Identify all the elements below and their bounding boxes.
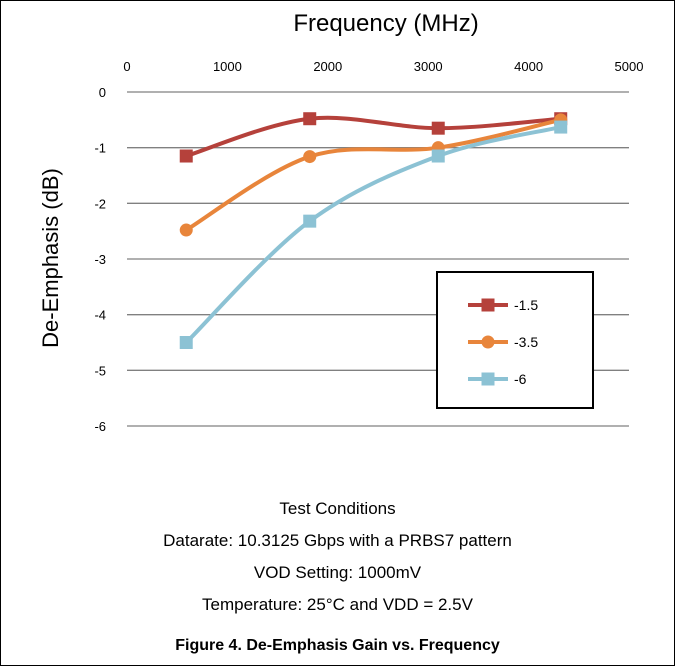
series-line <box>184 125 562 344</box>
y-tick-label: 0 <box>99 85 106 100</box>
y-tick-label: -5 <box>94 363 106 378</box>
y-tick-label: -6 <box>94 419 106 434</box>
x-tick-label: 4000 <box>514 59 543 74</box>
test-conditions-datarate: Datarate: 10.3125 Gbps with a PRBS7 patt… <box>163 531 512 550</box>
series-15 <box>179 112 568 163</box>
x-tick-label: 3000 <box>414 59 443 74</box>
test-conditions-vod: VOD Setting: 1000mV <box>253 563 422 582</box>
legend-box <box>436 271 594 409</box>
line-chart: Frequency (MHz) De-Emphasis (dB) 0 1000 20… <box>38 10 643 434</box>
data-point <box>179 149 193 163</box>
legend-label: -3.5 <box>514 334 538 350</box>
y-tick-label: -4 <box>94 308 106 323</box>
legend-label: -6 <box>514 371 527 387</box>
x-tick-label: 2000 <box>313 59 342 74</box>
data-series <box>179 112 568 349</box>
series-35 <box>179 113 568 237</box>
data-point <box>303 214 317 228</box>
test-conditions-heading: Test Conditions <box>279 499 396 518</box>
legend-marker <box>481 298 495 312</box>
y-tick-label: -3 <box>94 252 106 267</box>
y-axis-label: De-Emphasis (dB) <box>38 168 63 348</box>
x-tick-label: 0 <box>123 59 130 74</box>
data-point <box>303 112 317 126</box>
data-point <box>179 223 193 237</box>
x-tick-label: 5000 <box>615 59 644 74</box>
y-tick-labels: 0 -1 -2 -3 -4 -5 -6 <box>94 85 106 434</box>
chart-title: Frequency (MHz) <box>293 10 478 37</box>
series-6 <box>179 120 568 349</box>
x-tick-label: 1000 <box>213 59 242 74</box>
series-line <box>185 115 561 158</box>
legend: -1.5 -3.5 -6 <box>436 271 594 409</box>
test-conditions-temperature: Temperature: 25°C and VDD = 2.5V <box>202 595 473 614</box>
y-tick-label: -2 <box>94 196 106 211</box>
x-tick-labels: 0 1000 2000 3000 4000 5000 <box>123 59 643 74</box>
series-line <box>185 117 562 232</box>
legend-marker <box>481 372 495 386</box>
data-point <box>431 121 445 135</box>
data-point <box>179 336 193 349</box>
y-tick-label: -1 <box>94 141 106 156</box>
legend-label: -1.5 <box>514 297 538 313</box>
data-point <box>431 149 445 163</box>
data-point <box>303 150 317 164</box>
legend-marker <box>481 335 495 349</box>
data-point <box>554 120 568 134</box>
figure-caption: Figure 4. De-Emphasis Gain vs. Frequency <box>175 637 500 654</box>
